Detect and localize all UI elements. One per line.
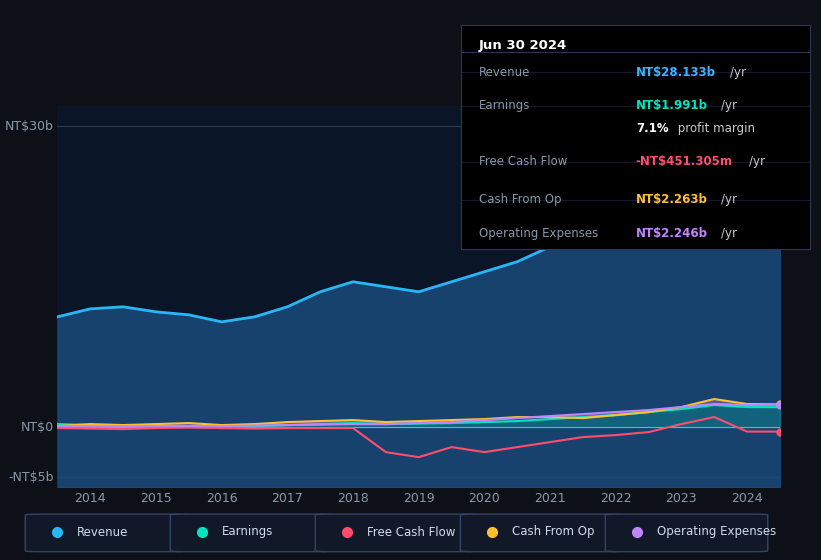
FancyBboxPatch shape	[461, 514, 623, 552]
FancyBboxPatch shape	[315, 514, 478, 552]
FancyBboxPatch shape	[25, 514, 188, 552]
Text: Operating Expenses: Operating Expenses	[479, 227, 598, 240]
Text: /yr: /yr	[721, 227, 736, 240]
Text: Cash From Op: Cash From Op	[511, 525, 594, 539]
Text: NT$28.133b: NT$28.133b	[636, 66, 716, 78]
Text: NT$30b: NT$30b	[5, 120, 54, 133]
Text: Free Cash Flow: Free Cash Flow	[367, 525, 455, 539]
Text: NT$2.246b: NT$2.246b	[636, 227, 708, 240]
Text: Jun 30 2024: Jun 30 2024	[479, 39, 567, 52]
Text: NT$0: NT$0	[21, 421, 54, 433]
Text: NT$1.991b: NT$1.991b	[636, 99, 708, 112]
FancyBboxPatch shape	[605, 514, 768, 552]
FancyBboxPatch shape	[170, 514, 333, 552]
Text: /yr: /yr	[721, 193, 736, 206]
Text: Operating Expenses: Operating Expenses	[657, 525, 776, 539]
Text: profit margin: profit margin	[673, 122, 754, 134]
Text: Revenue: Revenue	[479, 66, 530, 78]
Text: Cash From Op: Cash From Op	[479, 193, 562, 206]
Text: Earnings: Earnings	[222, 525, 273, 539]
Text: /yr: /yr	[730, 66, 746, 78]
Text: /yr: /yr	[749, 155, 765, 168]
Text: NT$2.263b: NT$2.263b	[636, 193, 708, 206]
Text: -NT$451.305m: -NT$451.305m	[636, 155, 733, 168]
Text: 7.1%: 7.1%	[636, 122, 668, 134]
Text: /yr: /yr	[721, 99, 736, 112]
Text: Revenue: Revenue	[76, 525, 128, 539]
Text: Free Cash Flow: Free Cash Flow	[479, 155, 567, 168]
Text: -NT$5b: -NT$5b	[8, 470, 54, 484]
Text: Earnings: Earnings	[479, 99, 530, 112]
